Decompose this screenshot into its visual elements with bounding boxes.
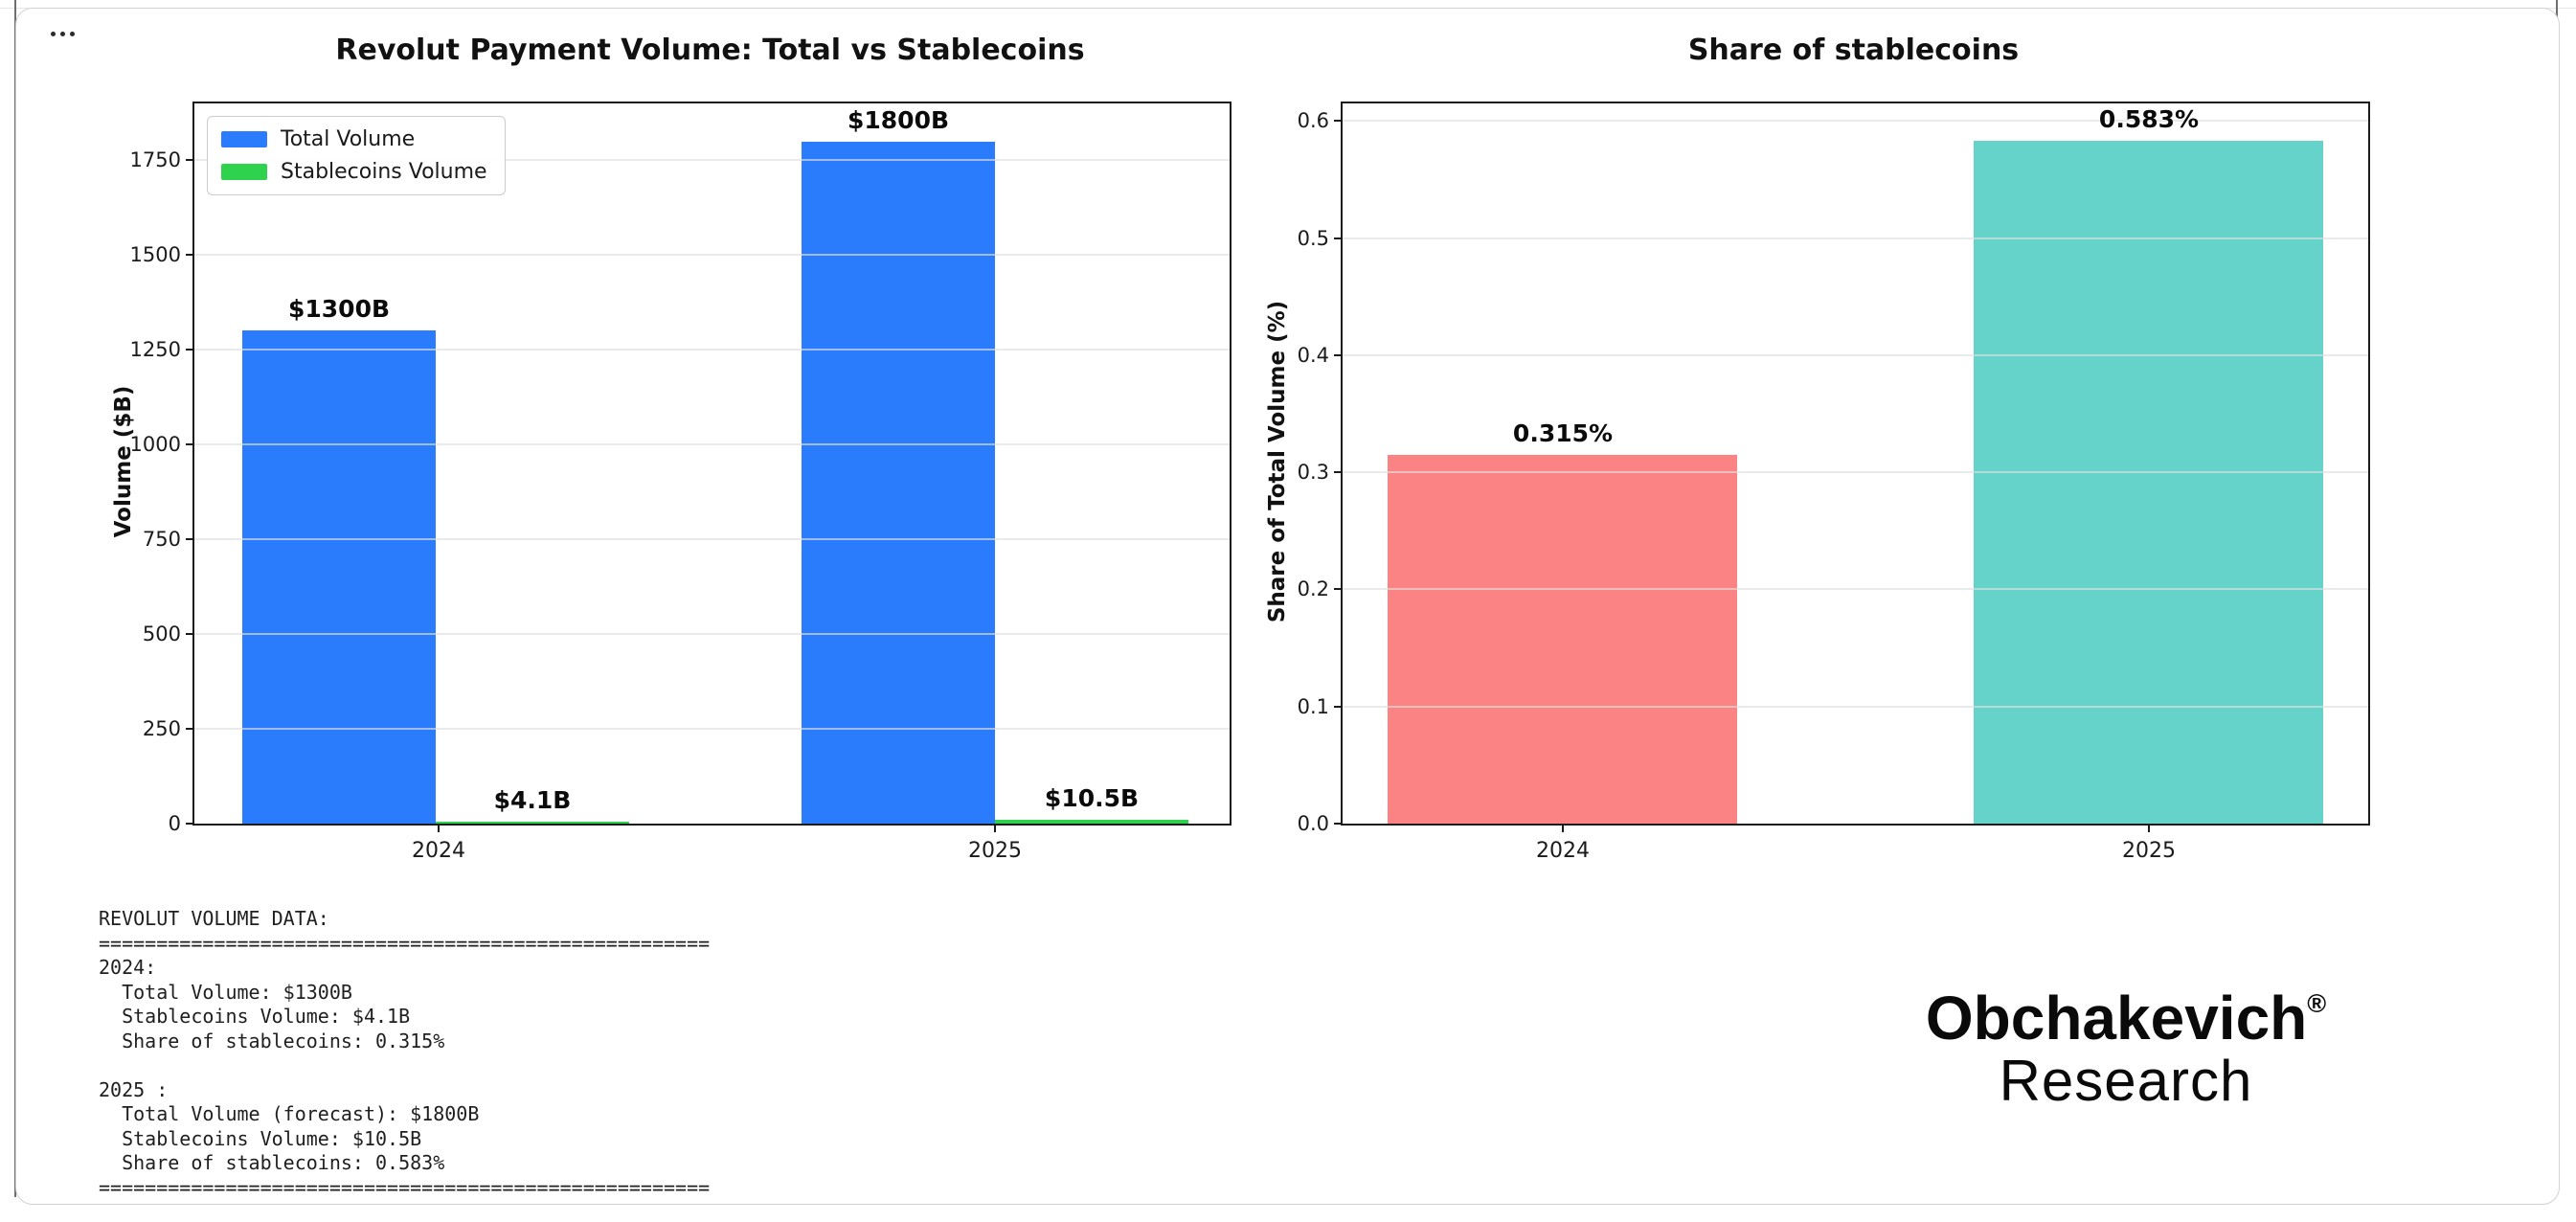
legend-item-total-volume: Total Volume [221,127,487,151]
more-horizontal-icon[interactable] [51,32,75,36]
tick-mark [1334,353,1343,356]
bar-stablecoins-volume-2024 [436,822,629,824]
right-plot-area: 0.315% 0.583% 2024 2025 0.0 0.1 0.2 0.3 0.4 0… [1298,102,2370,863]
legend-swatch-stablecoins-volume [221,164,267,180]
data-text-block: REVOLUT VOLUME DATA: ===================… [99,907,711,1199]
legend-swatch-total-volume [221,131,267,147]
y-tick-label: 0.4 [1297,343,1329,367]
x-tick-2025: 2025 [2122,824,2176,863]
registered-trademark-icon: ® [2307,989,2327,1018]
y-tick-label: 1750 [129,148,181,172]
gridline [1343,471,2368,474]
right-chart-title: Share of stablecoins [1687,34,2020,67]
tick-mark [186,349,194,351]
bar-share-2025 [1974,141,2323,824]
x-tick-2024: 2024 [1536,824,1590,863]
gridline [194,159,1230,162]
bar-stablecoins-volume-2025 [995,820,1188,824]
tick-mark [1334,237,1343,239]
tick-mark [186,728,194,731]
bar-share-2024 [1388,455,1737,824]
tick-mark [186,159,194,162]
gridline [1343,120,2368,123]
gridline [194,538,1230,541]
bar-value-label: 0.315% [1512,419,1614,447]
right-chart-y-axis-label: Share of Total Volume (%) [1265,300,1290,623]
gridline [194,728,1230,731]
legend-item-stablecoins-volume: Stablecoins Volume [221,160,487,184]
y-tick-label: 0.0 [1297,812,1329,835]
gridline [1343,353,2368,356]
dot [70,32,75,36]
gridline [194,443,1230,446]
gridline [1343,237,2368,239]
brand-sub: Research [1999,1049,2253,1113]
y-tick-label: 1500 [129,243,181,267]
tick-mark [2148,824,2150,832]
bar-value-label: $1300B [287,295,391,323]
brand-name: Obchakevich® [1925,984,2327,1052]
y-tick-label: 0.3 [1297,461,1329,485]
gridline [1343,705,2368,708]
left-plot-area: $1300B $4.1B $1800B $10.5B 2024 2025 Tot… [130,102,1232,863]
tick-mark [1334,588,1343,591]
dot [60,32,65,36]
tick-mark [186,538,194,541]
legend: Total Volume Stablecoins Volume [207,116,506,195]
y-tick-label: 750 [142,528,181,552]
y-tick-label: 0.6 [1297,109,1329,133]
y-tick-label: 250 [142,717,181,741]
tick-mark [186,823,194,825]
tick-mark [1334,823,1343,825]
bar-value-label: 0.583% [2098,105,2200,133]
y-tick-label: 500 [142,622,181,646]
y-tick-label: 0.5 [1297,226,1329,250]
left-chart-title: Revolut Payment Volume: Total vs Stablec… [335,34,1085,67]
bar-total-volume-2025 [802,142,995,824]
y-tick-label: 0.1 [1297,694,1329,718]
tick-mark [438,824,440,832]
dot [51,32,56,36]
y-tick-label: 0 [168,812,181,835]
gridline [194,349,1230,351]
bar-value-label: $1800B [847,106,950,134]
tick-mark [1334,120,1343,123]
y-tick-label: 1000 [129,433,181,457]
gridline [1343,588,2368,591]
gridline [194,633,1230,636]
tick-mark [1334,705,1343,708]
content-card: Revolut Payment Volume: Total vs Stablec… [15,8,2560,1205]
bar-total-volume-2024 [242,330,436,824]
brand-logo: Obchakevich® Research [1839,971,2413,1112]
tick-mark [186,254,194,257]
bar-value-label: $10.5B [1044,784,1140,812]
tick-mark [186,443,194,446]
tick-mark [1334,471,1343,474]
y-tick-label: 0.2 [1297,577,1329,601]
tick-mark [994,824,996,832]
y-tick-label: 1250 [129,338,181,362]
tick-mark [186,633,194,636]
bar-value-label: $4.1B [493,786,572,814]
left-chart-y-axis-label: Volume ($B) [111,385,136,538]
x-tick-2025: 2025 [968,824,1022,863]
gridline [194,254,1230,257]
x-tick-2024: 2024 [412,824,465,863]
tick-mark [1562,824,1564,832]
